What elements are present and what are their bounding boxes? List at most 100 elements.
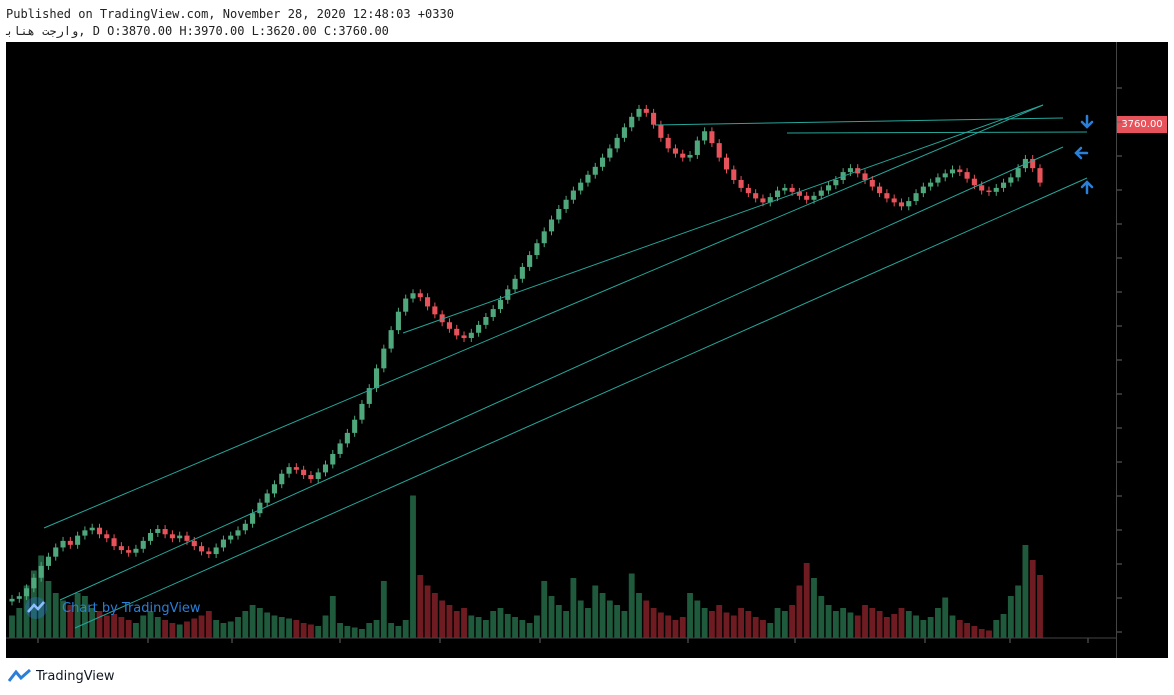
candle-body	[614, 137, 620, 149]
candle-body	[847, 168, 853, 173]
volume-bar	[905, 611, 912, 638]
candle-body	[38, 565, 44, 578]
volume-bar	[767, 623, 774, 638]
volume-bar	[986, 630, 992, 638]
candle-body	[1015, 168, 1021, 178]
volume-bar	[883, 617, 890, 638]
tradingview-logo-icon	[25, 597, 47, 619]
candle-body	[592, 166, 598, 175]
volume-bar	[862, 605, 868, 638]
volume-bar	[927, 617, 934, 638]
candle-body	[913, 193, 919, 202]
candle-body	[1000, 182, 1007, 188]
volume-bar	[490, 611, 497, 638]
candle-body	[1037, 168, 1043, 183]
candle-body	[1008, 177, 1014, 183]
candle-body	[512, 278, 518, 290]
volume-bar	[264, 612, 271, 638]
candle-body	[206, 551, 212, 555]
volume-bar	[388, 623, 395, 638]
chart-panel[interactable]	[6, 42, 1168, 658]
candle-body	[242, 523, 248, 531]
volume-bar	[351, 627, 358, 638]
candle-body	[111, 538, 117, 547]
candle-body	[811, 195, 817, 200]
candle-body	[89, 527, 95, 531]
volume-bar	[23, 585, 30, 638]
volume-bar	[781, 611, 788, 638]
trendline-upper-inner	[402, 104, 1044, 334]
volume-bar	[694, 600, 701, 638]
volume-bar	[431, 593, 438, 638]
volume-bar	[935, 608, 941, 638]
tradingview-logo-icon	[8, 668, 31, 682]
price-axis[interactable]	[1116, 42, 1169, 658]
volume-bar	[1000, 614, 1007, 638]
candle-body	[702, 131, 708, 141]
volume-bar	[1037, 575, 1043, 638]
volume-bar	[475, 617, 482, 638]
candle-body	[658, 124, 664, 138]
candle-body	[177, 535, 183, 539]
candle-body	[935, 177, 941, 183]
volume-bar	[716, 605, 723, 638]
volume-bar	[760, 620, 766, 638]
volume-bar	[111, 614, 117, 638]
candle-body	[169, 534, 175, 539]
volume-bar	[913, 615, 919, 638]
candle-body	[979, 185, 985, 191]
volume-bar	[621, 611, 628, 638]
volume-bar	[271, 615, 278, 638]
candle-body	[651, 112, 657, 125]
candle-body	[745, 187, 751, 194]
candle-body	[359, 403, 365, 420]
candle-body	[31, 577, 37, 589]
candle-body	[264, 493, 270, 503]
volume-bar	[293, 620, 300, 638]
volume-bar	[723, 612, 730, 638]
axis-ticks	[6, 87, 1122, 643]
candle-body	[519, 266, 525, 279]
candle-body	[709, 131, 715, 144]
candle-body	[286, 467, 292, 474]
candle-body	[906, 201, 912, 207]
candle-body	[490, 309, 496, 317]
candle-body	[621, 127, 627, 138]
candle-body	[301, 469, 307, 476]
arrow-down-icon	[1080, 114, 1094, 129]
candle-body	[468, 332, 474, 339]
volume-bar	[242, 611, 249, 638]
candle-body	[957, 169, 963, 173]
volume-bar	[534, 615, 540, 638]
resistance-line-top	[654, 117, 1064, 126]
candle-body	[527, 255, 533, 267]
volume-bar	[577, 600, 584, 638]
volume-bar	[286, 618, 292, 638]
candle-body	[403, 298, 409, 312]
candle-body	[279, 473, 285, 485]
watermark: Chart by TradingView	[25, 597, 201, 619]
volume-bar	[752, 617, 759, 638]
candle-body	[126, 550, 132, 553]
volume-bar	[213, 620, 220, 638]
candle-body	[928, 182, 934, 187]
candle-body	[818, 190, 824, 196]
candle-body	[556, 208, 562, 220]
candle-body	[694, 140, 700, 155]
candle-body	[826, 185, 832, 191]
footer-brand[interactable]: TradingView	[8, 668, 115, 684]
candle-body	[425, 297, 431, 307]
candle-body	[789, 187, 795, 192]
volume-bar	[745, 611, 752, 638]
volume-bar	[380, 581, 387, 638]
volume-bar	[548, 596, 555, 638]
volume-bar	[665, 615, 672, 638]
volume-bar	[118, 617, 125, 638]
candle-body	[578, 182, 584, 191]
volume-bar	[811, 578, 817, 638]
candle-body	[869, 180, 875, 187]
volume-bar	[424, 585, 431, 638]
volume-bar	[468, 615, 475, 638]
candle-body	[104, 534, 110, 539]
candle-body	[337, 443, 343, 454]
